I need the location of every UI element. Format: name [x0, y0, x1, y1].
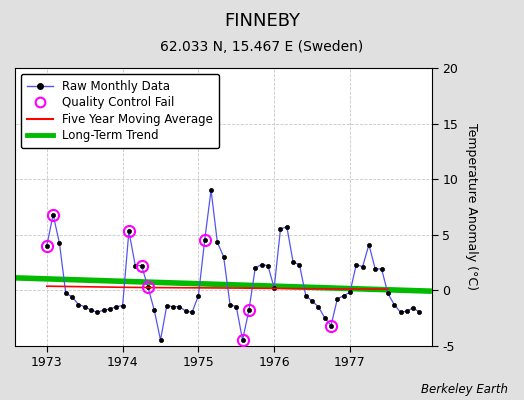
Quality Control Fail — [138, 263, 145, 268]
Quality Control Fail — [43, 243, 50, 248]
Raw Monthly Data — [176, 304, 182, 309]
Quality Control Fail — [202, 238, 208, 242]
Y-axis label: Temperature Anomaly (°C): Temperature Anomaly (°C) — [465, 123, 477, 290]
Five Year Moving Average — [347, 286, 353, 291]
Five Year Moving Average — [195, 286, 202, 290]
Quality Control Fail — [328, 323, 334, 328]
Text: 62.033 N, 15.467 E (Sweden): 62.033 N, 15.467 E (Sweden) — [160, 40, 364, 54]
Five Year Moving Average — [233, 286, 239, 290]
Raw Monthly Data — [151, 308, 157, 312]
Five Year Moving Average — [157, 285, 163, 290]
Legend: Raw Monthly Data, Quality Control Fail, Five Year Moving Average, Long-Term Tren: Raw Monthly Data, Quality Control Fail, … — [21, 74, 219, 148]
Raw Monthly Data — [43, 243, 50, 248]
Line: Raw Monthly Data: Raw Monthly Data — [45, 188, 421, 342]
Five Year Moving Average — [82, 284, 88, 289]
Raw Monthly Data — [138, 263, 145, 268]
Raw Monthly Data — [157, 338, 163, 342]
Five Year Moving Average — [271, 286, 277, 291]
Five Year Moving Average — [119, 285, 126, 290]
Text: Berkeley Earth: Berkeley Earth — [421, 383, 508, 396]
Raw Monthly Data — [170, 304, 176, 309]
Line: Five Year Moving Average: Five Year Moving Average — [47, 286, 388, 289]
Five Year Moving Average — [43, 284, 50, 288]
Raw Monthly Data — [107, 306, 113, 311]
Quality Control Fail — [239, 338, 246, 342]
Quality Control Fail — [126, 229, 132, 234]
Quality Control Fail — [246, 308, 252, 312]
Quality Control Fail — [50, 212, 56, 217]
Text: FINNEBY: FINNEBY — [224, 12, 300, 30]
Quality Control Fail — [145, 284, 151, 289]
Raw Monthly Data — [290, 260, 296, 265]
Five Year Moving Average — [385, 287, 391, 292]
Raw Monthly Data — [417, 310, 423, 315]
Raw Monthly Data — [208, 188, 214, 192]
Line: Quality Control Fail: Quality Control Fail — [41, 209, 336, 346]
Five Year Moving Average — [309, 286, 315, 291]
